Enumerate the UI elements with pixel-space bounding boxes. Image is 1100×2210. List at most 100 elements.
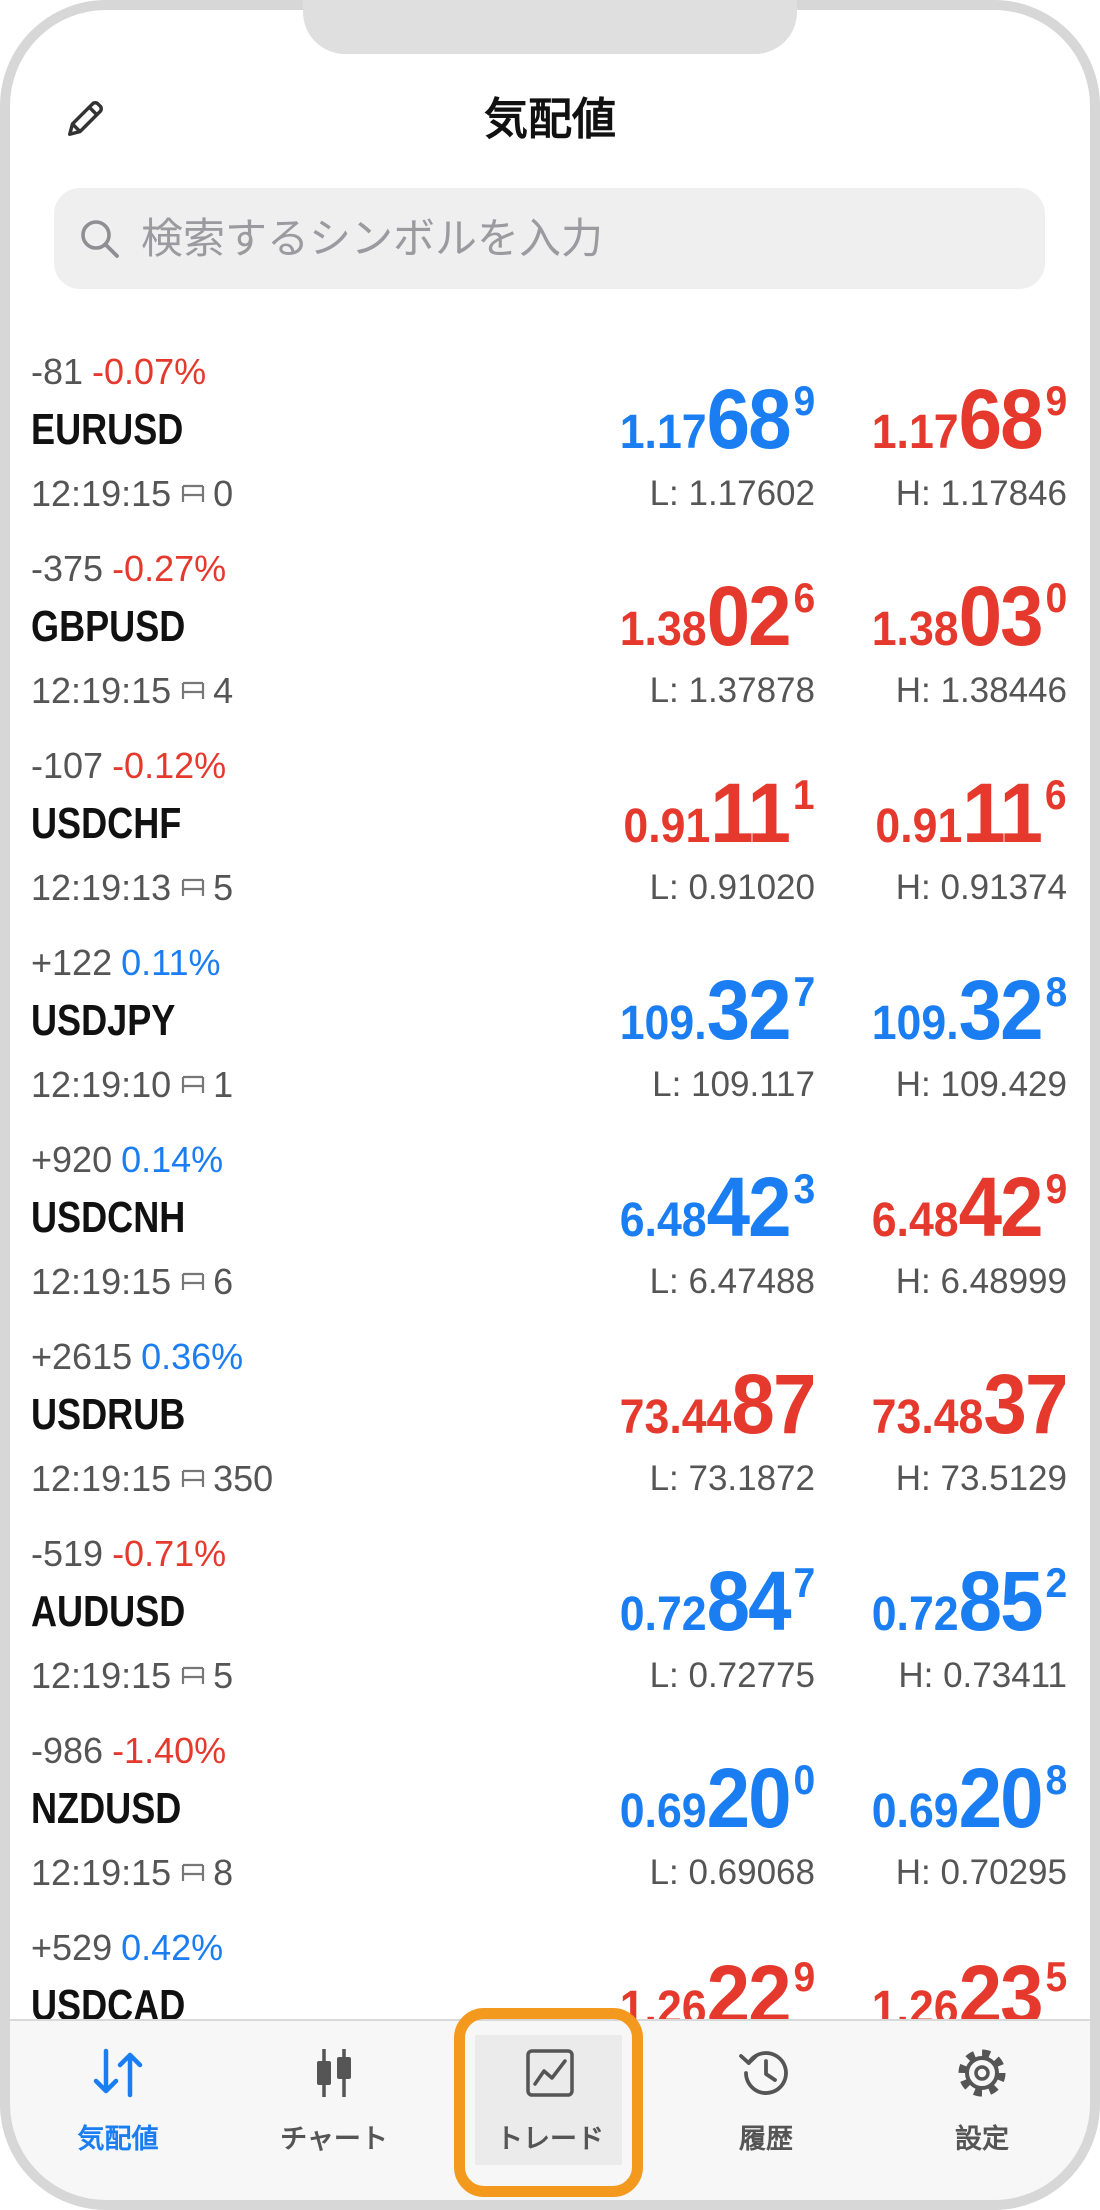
quote-row[interactable]: +529 0.42% USDCAD 1.26229 1.26235 [0,1916,1100,2020]
quote-row[interactable]: -986 -1.40% NZDUSD 12:19:15 8 0.69200 0.6… [0,1719,1100,1916]
change-points: -375 [31,548,104,589]
bid-price-pips: 84 [706,1554,791,1648]
bid-price-point: 6 [793,574,815,621]
change-line: -81 -0.07% [31,352,206,392]
day-low: L: 6.47488 [649,1262,815,1301]
quote-time-line: 12:19:10 1 [31,1065,233,1105]
quote-time-line: 12:19:15 4 [31,671,233,711]
ask-price-point: 9 [1045,377,1067,424]
day-high: H: 6.48999 [895,1262,1067,1301]
change-line: +2615 0.36% [31,1337,243,1377]
change-line: +920 0.14% [31,1140,223,1180]
trade-chart-icon [520,2043,580,2103]
bid-price-prefix: 1.17 [619,406,707,459]
ask-price-pips: 20 [958,1751,1043,1845]
spread-value: 5 [213,1655,234,1696]
ask-price: 0.72852 [871,1559,1067,1643]
change-percent: 0.36% [141,1336,244,1377]
change-line: +122 0.11% [31,943,221,983]
quote-row[interactable]: +122 0.11% USDJPY 12:19:10 1 109.327 109.… [0,931,1100,1128]
spread-value: 1 [213,1064,234,1105]
bid-price: 73.4487 [620,1362,817,1446]
quote-row[interactable]: -107 -0.12% USDCHF 12:19:13 5 0.91111 0.9… [0,734,1100,931]
day-high: H: 1.38446 [895,671,1067,710]
change-points: -986 [31,1730,104,1771]
change-points: -107 [31,745,104,786]
ask-price: 109.328 [871,968,1067,1052]
bid-price-prefix: 109. [619,997,707,1050]
ask-price-pips: 11 [962,766,1044,860]
quote-row[interactable]: -375 -0.27% GBPUSD 12:19:15 4 1.38026 1.3… [0,537,1100,734]
bid-price-point: 7 [793,1559,815,1606]
tab-chart[interactable]: チャート [226,2021,442,2201]
tab-settings[interactable]: 設定 [874,2021,1090,2201]
ask-price: 6.48429 [871,1165,1067,1249]
quote-row[interactable]: +920 0.14% USDCNH 12:19:15 6 6.48423 6.48… [0,1128,1100,1325]
day-low: L: 109.117 [652,1065,815,1104]
change-line: -375 -0.27% [31,549,226,589]
quote-list[interactable]: -81 -0.07% EURUSD 12:19:15 0 1.17689 1.17… [0,340,1100,2020]
ask-price-point: 9 [1045,1165,1067,1212]
day-high: H: 0.73411 [898,1656,1067,1695]
bid-price: 0.91111 [624,771,815,855]
history-clock-icon [736,2043,796,2103]
bid-price: 0.72847 [619,1559,815,1643]
ask-price-point: 8 [1045,968,1067,1015]
ask-price-point: 0 [1045,574,1067,621]
bid-price: 0.69200 [619,1756,815,1840]
tab-trade[interactable]: トレード [442,2021,658,2201]
tab-history-label: 履歴 [739,2124,793,2154]
edit-button[interactable] [60,92,112,144]
day-high: H: 73.5129 [895,1459,1067,1498]
pencil-icon [68,101,103,136]
tab-history[interactable]: 履歴 [658,2021,874,2201]
bid-price-pips: 87 [731,1357,817,1451]
change-percent: 0.42% [121,1927,224,1968]
ask-price-pips: 42 [958,1160,1043,1254]
ask-price-point: 2 [1045,1559,1067,1606]
quote-row[interactable]: -519 -0.71% AUDUSD 12:19:15 5 0.72847 0.7… [0,1522,1100,1719]
bid-price: 109.327 [619,968,815,1052]
bid-price-point: 9 [793,377,815,424]
quote-row[interactable]: -81 -0.07% EURUSD 12:19:15 0 1.17689 1.17… [0,340,1100,537]
change-points: +2615 [31,1336,133,1377]
day-high: H: 0.91374 [895,868,1067,907]
day-low: L: 1.37878 [649,671,815,710]
spread-icon [179,1662,207,1690]
spread-icon [179,677,207,705]
tab-chart-label: チャート [280,2124,388,2154]
ask-price-prefix: 73.48 [872,1391,984,1444]
change-line: -519 -0.71% [31,1534,226,1574]
spread-value: 5 [213,867,234,908]
tab-settings-label: 設定 [955,2124,1009,2154]
change-line: -107 -0.12% [31,746,226,786]
spread-icon [179,480,207,508]
ask-price-point: 5 [1045,1953,1067,2000]
ask-price-pips: 37 [983,1357,1069,1451]
search-input[interactable] [141,188,1021,289]
quote-time: 12:19:15 [31,1458,172,1499]
ask-price-prefix: 0.69 [871,1785,959,1838]
quote-row[interactable]: +2615 0.36% USDRUB 12:19:15 350 73.4487 7… [0,1325,1100,1522]
search-bar[interactable] [54,188,1045,289]
candlestick-chart-icon [304,2043,364,2103]
change-line: +529 0.42% [31,1928,223,1968]
ask-price-pips: 32 [958,963,1043,1057]
tab-quotes[interactable]: 気配値 [10,2021,226,2201]
change-percent: -1.40% [112,1730,227,1771]
change-percent: -0.07% [92,351,207,392]
change-percent: -0.12% [112,745,227,786]
bid-price-point: 0 [793,1756,815,1803]
bid-price-prefix: 6.48 [619,1194,707,1247]
bid-price-point: 9 [793,1953,815,2000]
day-high: H: 109.429 [895,1065,1067,1104]
tab-trade-pressed-background [475,2035,622,2165]
page-title: 気配値 [484,95,616,144]
change-line: -986 -1.40% [31,1731,226,1771]
change-points: +122 [31,942,113,983]
bid-price-pips: 22 [706,1948,791,2019]
spread-value: 350 [213,1458,274,1499]
day-high: H: 0.70295 [895,1853,1067,1892]
symbol-name: GBPUSD [31,602,186,651]
